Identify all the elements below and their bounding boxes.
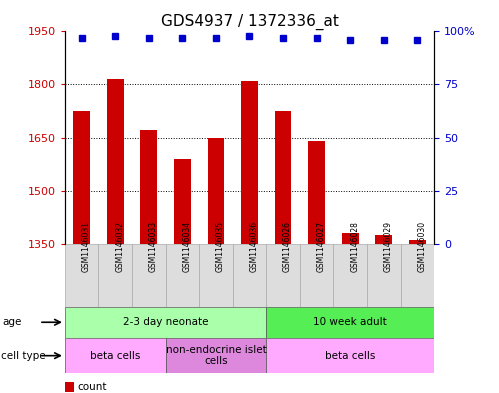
Bar — [274, 111, 291, 244]
Bar — [140, 130, 157, 244]
Text: GSM1146036: GSM1146036 — [250, 221, 258, 272]
Text: non-endocrine islet
cells: non-endocrine islet cells — [166, 345, 266, 366]
Text: 10 week adult: 10 week adult — [313, 317, 387, 327]
Text: GSM1146033: GSM1146033 — [149, 221, 158, 272]
Text: GSM1146035: GSM1146035 — [216, 221, 225, 272]
Bar — [166, 244, 199, 307]
Bar — [241, 81, 258, 244]
Bar — [342, 233, 359, 244]
Bar — [166, 338, 266, 373]
Text: GSM1146032: GSM1146032 — [115, 221, 124, 272]
Text: GSM1146031: GSM1146031 — [82, 221, 91, 272]
Bar — [98, 244, 132, 307]
Bar — [401, 244, 434, 307]
Bar — [233, 244, 266, 307]
Bar — [208, 138, 225, 244]
Text: 2-3 day neonate: 2-3 day neonate — [123, 317, 208, 327]
Text: GSM1146027: GSM1146027 — [317, 221, 326, 272]
Bar — [132, 244, 166, 307]
Text: GSM1146029: GSM1146029 — [384, 221, 393, 272]
Bar — [333, 244, 367, 307]
Bar — [199, 244, 233, 307]
Bar — [174, 159, 191, 244]
Text: GSM1146026: GSM1146026 — [283, 221, 292, 272]
Bar — [375, 235, 392, 244]
Bar — [107, 79, 124, 244]
Bar — [409, 240, 426, 244]
Bar — [266, 244, 300, 307]
Bar — [73, 111, 90, 244]
Bar — [266, 307, 434, 338]
Text: beta cells: beta cells — [90, 351, 140, 361]
Bar — [65, 338, 166, 373]
Text: beta cells: beta cells — [325, 351, 375, 361]
Bar — [65, 244, 98, 307]
Text: age: age — [2, 317, 22, 327]
Bar — [266, 338, 434, 373]
Title: GDS4937 / 1372336_at: GDS4937 / 1372336_at — [161, 14, 338, 30]
Text: GSM1146034: GSM1146034 — [182, 221, 191, 272]
Bar — [300, 244, 333, 307]
Text: count: count — [77, 382, 107, 393]
Bar — [65, 307, 266, 338]
Text: cell type: cell type — [1, 351, 45, 361]
Text: GSM1146028: GSM1146028 — [350, 221, 359, 272]
Text: GSM1146030: GSM1146030 — [417, 221, 426, 272]
Bar — [367, 244, 401, 307]
Bar — [308, 141, 325, 244]
